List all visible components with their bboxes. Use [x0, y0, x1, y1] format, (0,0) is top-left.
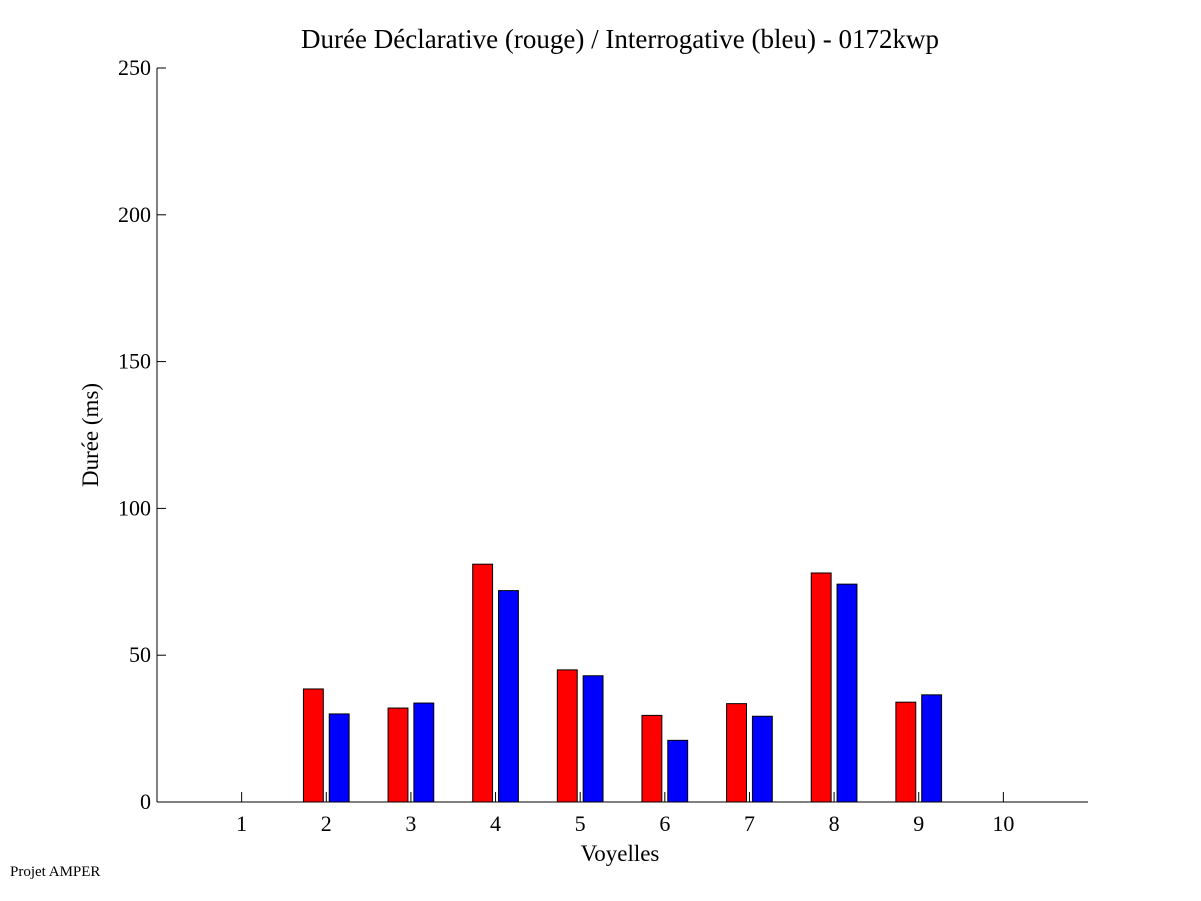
bar-red-9 — [895, 701, 917, 803]
y-tick-label: 50 — [129, 642, 151, 667]
bar-blue-8 — [836, 583, 858, 803]
y-axis-ticks: 0 50 100 150 200 250 — [118, 55, 166, 814]
chart-title: Durée Déclarative (rouge) / Interrogativ… — [301, 24, 939, 54]
y-tick-label: 0 — [140, 789, 151, 814]
bar-blue-9 — [921, 694, 943, 803]
x-tick-label: 5 — [575, 811, 586, 836]
bar-red-2 — [302, 688, 324, 803]
bar-blue-4 — [498, 590, 519, 803]
y-tick-label: 150 — [118, 349, 151, 374]
bar-red-3 — [387, 707, 409, 803]
y-axis-label: Durée (ms) — [78, 383, 103, 487]
x-axis-label: Voyelles — [581, 841, 660, 866]
x-tick-label: 3 — [405, 811, 416, 836]
x-tick-label: 8 — [829, 811, 840, 836]
y-tick-label: 200 — [118, 202, 151, 227]
bar-blue-7 — [751, 715, 773, 803]
bar-blue-2 — [328, 713, 350, 803]
x-tick-label: 4 — [490, 811, 501, 836]
x-axis-ticks: 1 2 3 4 5 6 7 8 9 10 — [236, 792, 1014, 836]
footer-note: Projet AMPER — [10, 864, 101, 880]
bar-red-7 — [726, 703, 747, 803]
x-tick-label: 2 — [321, 811, 332, 836]
y-tick-label: 250 — [118, 55, 151, 80]
x-tick-label: 1 — [236, 811, 247, 836]
bar-red-6 — [641, 714, 663, 803]
x-tick-label: 9 — [913, 811, 924, 836]
x-tick-label: 7 — [744, 811, 755, 836]
x-tick-label: 10 — [992, 811, 1014, 836]
x-tick-label: 6 — [659, 811, 670, 836]
bar-red-8 — [810, 572, 832, 803]
bar-blue-6 — [667, 739, 689, 803]
bar-red-4 — [472, 563, 494, 803]
bar-red-5 — [556, 669, 578, 803]
bar-blue-5 — [582, 675, 604, 803]
y-tick-label: 100 — [118, 495, 151, 520]
bars — [302, 563, 943, 803]
bar-blue-3 — [413, 702, 435, 803]
